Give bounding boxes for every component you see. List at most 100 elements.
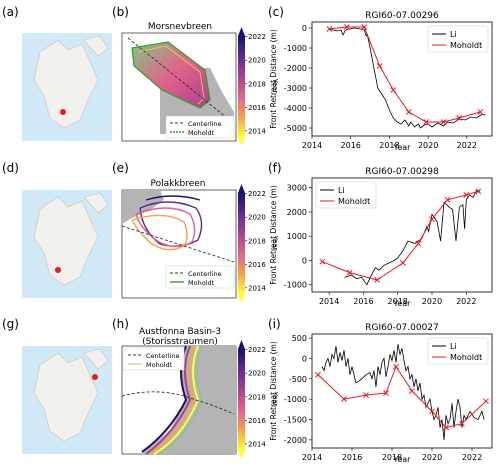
x-tick-label: 2016: [353, 297, 373, 306]
colorbar-tick-label: 2014: [248, 284, 266, 292]
legend-centerline-e: Centerline: [188, 270, 222, 278]
y-tick-label: -4000: [284, 104, 307, 113]
y-tick-label: -3000: [284, 84, 307, 93]
y-tick-label: 1000: [287, 232, 307, 241]
retreat-chart-f: RGI60-07.00298 2014 2016 2018 2020 2022 -1000 0…: [269, 167, 493, 308]
data-point-moholdt: [341, 396, 347, 402]
x-tick-label: 2018: [388, 297, 408, 306]
data-point-moholdt: [423, 119, 430, 125]
svalbard-map-a: [22, 33, 112, 141]
x-tick-label: 2022: [462, 453, 482, 462]
data-point-moholdt: [440, 119, 447, 125]
legend-label: Moholdt: [450, 41, 482, 50]
y-tick-label: 500: [292, 334, 307, 343]
legend-label: Moholdt: [450, 353, 482, 362]
data-point-moholdt: [326, 26, 333, 32]
series-line-moholdt: [329, 26, 481, 123]
legend-moholdt-h: Moholdt: [146, 361, 173, 369]
x-tick-label: 2022: [456, 297, 476, 306]
chart-title: RGI60-07.00298: [365, 167, 439, 177]
glacier-location-marker-g: [92, 374, 98, 380]
x-tick-label: 2020: [418, 141, 438, 150]
y-tick-label: -500: [289, 375, 307, 384]
data-point-moholdt: [409, 388, 415, 394]
panel-label-f: (f): [268, 161, 282, 175]
colorbar-tick-label: 2014: [248, 440, 266, 448]
legend-centerline-b: Centerline: [188, 120, 222, 128]
x-axis-label: Year: [393, 455, 412, 464]
y-tick-label: -2000: [284, 436, 307, 445]
panel-label-i: (i): [268, 317, 281, 331]
data-point-moholdt: [477, 109, 484, 115]
colorbar-tick-label: 2018: [248, 80, 266, 88]
data-point-moholdt: [343, 24, 350, 30]
colorbar-tick-label: 2022: [248, 346, 266, 354]
glacier-title-e: Polakkbreen: [150, 179, 205, 189]
data-point-moholdt: [456, 115, 462, 121]
colorbar-tick-label: 2020: [248, 370, 266, 378]
colorbar-tick-label: 2018: [248, 237, 266, 245]
x-tick-label: 2018: [382, 453, 402, 462]
data-point-moholdt: [346, 269, 353, 276]
glacier-subtitle-h: (Storisstraumen): [142, 337, 218, 347]
series-line-moholdt: [317, 365, 487, 429]
colorbar-label-b: Year: [271, 78, 279, 94]
y-tick-label: 2000: [287, 208, 307, 217]
colorbar-tick-label: 2016: [248, 417, 266, 425]
glacier-title-h: Austfonna Basin-3: [139, 327, 221, 337]
colorbar-tick-label: 2022: [248, 33, 266, 41]
colorbar-tick-label: 2022: [248, 190, 266, 198]
data-point-moholdt: [443, 424, 449, 431]
data-point-moholdt: [383, 390, 389, 396]
panel-label-d: (d): [2, 161, 19, 175]
y-tick-label: -2000: [284, 64, 307, 73]
colorbar-h: 2014 2016 2018 2020 2022 Year: [238, 340, 279, 459]
panel-label-c: (c): [268, 5, 284, 19]
colorbar-b: 2014 2016 2018 2020 2022 Year: [238, 27, 279, 146]
legend-centerline-h: Centerline: [146, 352, 180, 360]
y-axis-label: Front Retreat Distance (m): [269, 185, 278, 285]
data-point-moholdt: [429, 216, 435, 223]
svalbard-map-g: [22, 346, 112, 454]
x-tick-label: 2022: [457, 141, 477, 150]
y-axis-label: Front Retreat Distance (m): [269, 29, 278, 129]
data-point-moholdt: [315, 371, 321, 378]
colorbar-tick-label: 2016: [248, 104, 266, 112]
colorbar-e: 2014 2016 2018 2020 2022 Year: [238, 184, 279, 303]
y-tick-label: -5000: [284, 124, 307, 133]
data-point-moholdt: [459, 420, 465, 427]
data-point-moholdt: [400, 260, 406, 266]
data-point-moholdt: [390, 87, 397, 93]
svalbard-map-d: [22, 190, 112, 298]
chart-title: RGI60-07.00296: [365, 11, 439, 21]
x-tick-label: 2016: [341, 141, 361, 150]
y-tick-label: -1000: [284, 281, 307, 290]
x-tick-label: 2014: [302, 453, 322, 462]
colorbar-label-h: Year: [271, 391, 279, 407]
data-point-moholdt: [415, 240, 422, 247]
panel-label-e: (e): [112, 161, 129, 175]
colorbar-tick-label: 2020: [248, 214, 266, 222]
colorbar-ticks-e: 2014 2016 2018 2020 2022: [245, 190, 266, 292]
legend-label: Li: [450, 342, 457, 351]
panel-label-a: (a): [2, 5, 19, 19]
x-tick-label: 2020: [422, 453, 442, 462]
x-axis-label: Year: [393, 299, 412, 308]
colorbar-tick-label: 2020: [248, 57, 266, 65]
y-tick-label: -1500: [284, 416, 307, 425]
chart-title: RGI60-07.00027: [365, 323, 439, 333]
y-tick-label: 3000: [287, 184, 307, 193]
x-tick-label: 2018: [379, 141, 399, 150]
data-point-moholdt: [374, 277, 380, 283]
data-point-moholdt: [475, 188, 482, 195]
colorbar-ticks-h: 2014 2016 2018 2020 2022: [245, 346, 266, 448]
data-point-moholdt: [444, 196, 451, 203]
legend-label: Moholdt: [338, 197, 370, 206]
glacier-outline-map-b: Centerline Moholdt: [121, 32, 237, 142]
y-tick-label: -1000: [284, 395, 307, 404]
retreat-chart-i: RGI60-07.00027 2014 2016 2018 2020 2022 500 0 -5…: [269, 323, 493, 464]
y-tick-label: 0: [302, 256, 307, 265]
glacier-title-b: Morsnevbreen: [148, 22, 212, 32]
